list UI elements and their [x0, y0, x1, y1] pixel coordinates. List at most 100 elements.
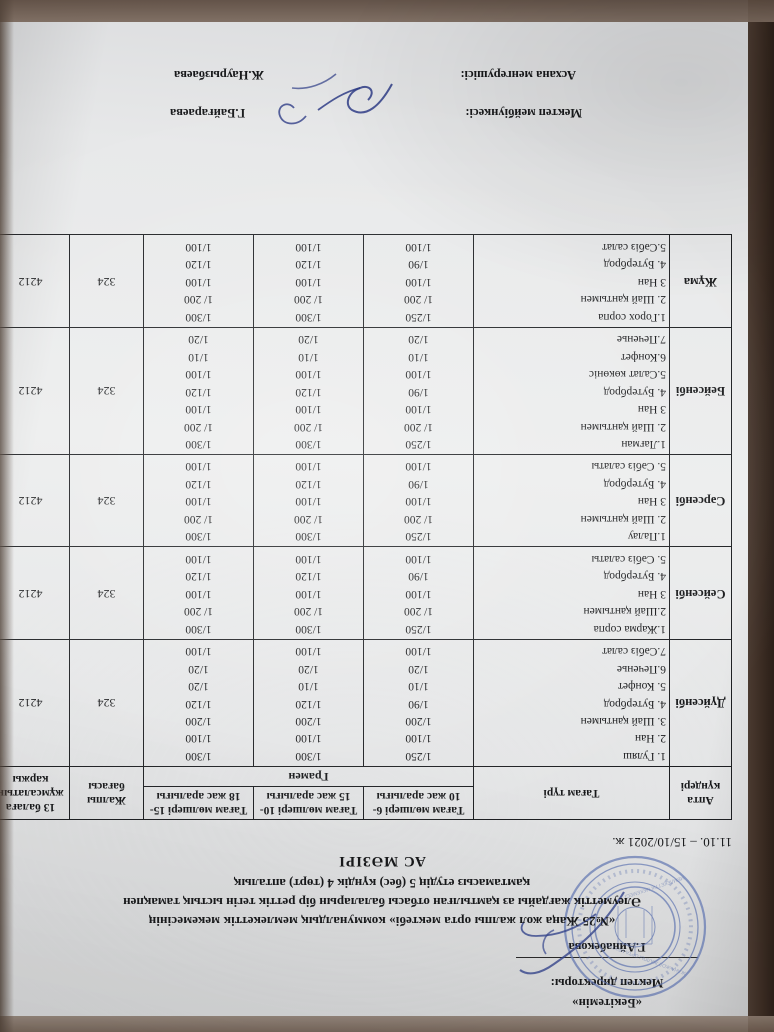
- menu-table-body: Дүйсенбі 1. Гуляш 2. Нан 3. Шай қантымен 4. …: [0, 234, 732, 767]
- th-portion-6-10: Тағам мөлшері 6-10 жас аралығы: [363, 786, 474, 820]
- dish-name: 4. Бутерброд: [603, 385, 666, 398]
- portion-value: 1/100: [185, 495, 212, 508]
- portion-cell-p6-10: 1/250 1/ 200 1/100 1/90 1/100: [363, 546, 474, 640]
- total-price-cell: 324: [69, 639, 144, 767]
- portion-cell-p10-15: 1/300 1/ 200 1/100 1/120 1/100: [253, 234, 364, 328]
- portion-value: 1/120: [295, 697, 322, 710]
- th-day: Апта күндері: [669, 766, 732, 820]
- portion-cell-p10-15: 1/300 1/ 200 1/100 1/120 1/100: [253, 454, 364, 547]
- portion-value: 1/90: [408, 385, 429, 398]
- cook-label: Мектеп мейбіункесі:: [465, 106, 582, 120]
- dish-name: 5.Салат көкөніс: [588, 368, 666, 381]
- portion-value: 1/ 200: [183, 293, 214, 306]
- dish-name: 3 Нан: [637, 403, 666, 416]
- dish-name: 2. Шай қантымен: [580, 293, 666, 306]
- portion-value: 1/120: [295, 477, 322, 490]
- canteen-label: Асхана менгерушісі:: [460, 68, 576, 82]
- dish-list-cell: 1. Гуляш 2. Нан 3. Шай қантымен 4. Бутербро…: [473, 639, 670, 767]
- portion-value: 1/100: [405, 403, 432, 416]
- table-row: Сейсенбі 1.Жарма сорпа 2.Шай қантымен 3 Нан…: [0, 546, 732, 640]
- total-price-cell: 324: [69, 327, 144, 455]
- portion-value: 1/100: [295, 645, 322, 658]
- portion-value: 1/250: [405, 749, 432, 762]
- menu-table: Апта күндері Тағам түрі Тағам мөлшері 6-…: [0, 234, 732, 820]
- portion-value: 1/20: [298, 333, 319, 346]
- dish-name: 4. Бутерброд: [603, 477, 666, 490]
- table-row: Жұма 1.Горох сорпа 2. Шай қантымен 3 Нан 4. …: [0, 234, 732, 328]
- portion-value: 1/100: [295, 240, 322, 253]
- dish-name: 3 Нан: [637, 275, 666, 288]
- portion-value: 1/100: [185, 403, 212, 416]
- dish-name: 5. Сәбіз салаты: [591, 460, 667, 473]
- portion-value: 1/200: [405, 715, 432, 728]
- date-range: 11.10. – 15/10/2021 ж.: [612, 835, 732, 851]
- title-block: «№25 Жаңа жол жалпы орта мектебі» коммун…: [14, 834, 750, 930]
- portion-value: 1/10: [298, 680, 319, 693]
- dish-name: 5. Сәбіз салаты: [591, 552, 667, 565]
- portion-value: 1/300: [295, 622, 322, 635]
- dish-name: 5. Конфет: [617, 680, 666, 693]
- portion-value: 1/120: [295, 385, 322, 398]
- portion-value: 1/120: [295, 258, 322, 271]
- dish-name: 2. Шай қантымен: [580, 420, 666, 433]
- portion-value: 1/20: [188, 333, 209, 346]
- gram-label: Грамен: [143, 766, 474, 787]
- portion-value: 1/250: [405, 622, 432, 635]
- portion-cell-p6-10: 1/250 1/ 200 1/100 1/90 1/100: [363, 234, 474, 328]
- portion-value: 1/ 200: [403, 420, 434, 433]
- portion-value: 1/ 200: [183, 512, 214, 525]
- dish-name: 1. Гуляш: [623, 749, 666, 762]
- dish-name: 1.Жарма сорпа: [593, 622, 666, 635]
- portion-value: 1/20: [298, 662, 319, 675]
- portion-value: 1/10: [188, 350, 209, 363]
- portion-value: 1/250: [405, 438, 432, 450]
- portion-value: 1/300: [295, 438, 322, 450]
- portion-cell-p15-18: 1/300 1/ 200 1/100 1/120 1/100: [143, 234, 254, 328]
- portion-value: 1/10: [298, 350, 319, 363]
- dish-name: 4. Бутерброд: [603, 697, 666, 710]
- portion-value: 1/100: [405, 587, 432, 600]
- portion-cell-p10-15: 1/300 1/100 1/200 1/120 1/10 1/20 1/100: [253, 639, 364, 767]
- table-row: Бейсенбі 1.Лағман 2. Шай қантымен 3 Нан 4. Б…: [0, 327, 732, 455]
- page-title: АС МӘЗІРІ: [338, 853, 426, 870]
- dish-name: 1.Лағман: [621, 438, 666, 450]
- organization-name: «№25 Жаңа жол жалпы орта мектебі» коммун…: [148, 914, 616, 929]
- portion-value: 1/120: [295, 570, 322, 583]
- portion-value: 1/300: [185, 530, 212, 543]
- portion-value: 1/100: [185, 240, 212, 253]
- dish-name: 4. Бутерброд: [603, 258, 666, 271]
- portion-value: 1/250: [405, 310, 432, 323]
- portion-value: 1/100: [185, 368, 212, 381]
- dish-list-cell: 1.Горох сорпа 2. Шай қантымен 3 Нан 4. Буте…: [473, 234, 670, 328]
- portion-value: 1/100: [295, 460, 322, 473]
- th-dish-type: Тағам түрі: [473, 766, 670, 820]
- dish-name: 3 Нан: [637, 495, 666, 508]
- dish-list-cell: 1.Жарма сорпа 2.Шай қантымен 3 Нан 4. Бутер…: [473, 546, 670, 640]
- dish-name: 3 Нан: [637, 587, 666, 600]
- portion-value: 1/ 200: [183, 420, 214, 433]
- portion-value: 1/100: [405, 275, 432, 288]
- portion-value: 1/100: [405, 552, 432, 565]
- portion-value: 1/100: [185, 552, 212, 565]
- portion-value: 1/100: [295, 275, 322, 288]
- portion-value: 1/90: [408, 697, 429, 710]
- portion-value: 1/100: [405, 732, 432, 745]
- table-row: Дүйсенбі 1. Гуляш 2. Нан 3. Шай қантымен 4. …: [0, 639, 732, 767]
- photo-edge-left: [0, 0, 14, 1032]
- portion-value: 1/10: [408, 350, 429, 363]
- photo-edge-bottom: [0, 1016, 774, 1032]
- portion-value: 1/20: [188, 662, 209, 675]
- menu-document: «Бекітемін» Мектеп директоры: Г.Айнабеко…: [0, 22, 750, 1016]
- portion-value: 1/300: [295, 310, 322, 323]
- portion-value: 1/120: [185, 385, 212, 398]
- portion-cell-p6-10: 1/250 1/ 200 1/100 1/90 1/100: [363, 454, 474, 547]
- portion-value: 1/300: [295, 530, 322, 543]
- portion-value: 1/100: [185, 275, 212, 288]
- portion-value: 1/100: [405, 645, 432, 658]
- director-signature-mark: [482, 878, 632, 988]
- portion-value: 1/100: [295, 552, 322, 565]
- portion-cell-p15-18: 1/300 1/ 200 1/100 1/120 1/100: [143, 454, 254, 547]
- th-portion-10-15: Тағам мөлшері 10-15 жас аралығы: [253, 786, 364, 820]
- portion-value: 1/120: [185, 258, 212, 271]
- portion-cell-p15-18: 1/300 1/ 200 1/100 1/120 1/100 1/10 1/20: [143, 327, 254, 455]
